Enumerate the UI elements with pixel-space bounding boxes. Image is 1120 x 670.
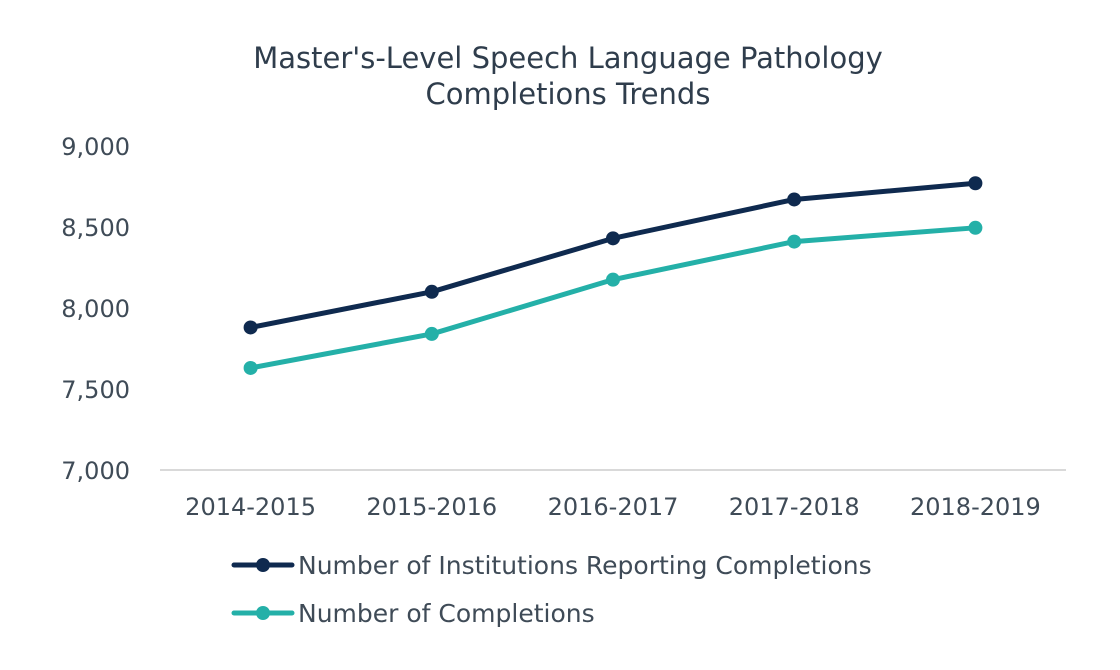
x-tick-label: 2018-2019 [910,493,1041,521]
chart-title-line-2: Completions Trends [426,77,711,111]
data-point [787,234,802,249]
series-line-2 [248,225,978,371]
y-tick-label: 8,000 [61,295,130,323]
plot-area: 7,000 7,500 8,000 8,500 9,000 2014-2015 2015-2… [61,133,1066,521]
data-point [968,220,983,235]
y-tick-label: 8,500 [61,214,130,242]
data-point [968,176,983,191]
x-tick-label: 2016-2017 [548,493,679,521]
legend: Number of Institutions Reporting Complet… [231,551,872,628]
y-tick-label: 9,000 [61,133,130,161]
legend-marker-2 [256,606,270,620]
data-point [243,320,258,335]
data-point [243,360,258,375]
data-point [424,326,439,341]
data-point [606,231,620,246]
x-tick-label: 2017-2018 [729,493,860,521]
data-point [787,192,802,207]
x-tick-label: 2015-2016 [366,493,497,521]
data-point [424,284,439,299]
legend-label-1: Number of Institutions Reporting Complet… [298,551,872,580]
legend-marker-1 [256,558,270,572]
y-tick-label: 7,000 [61,457,130,485]
x-tick-label: 2014-2015 [185,493,316,521]
chart-title-line-1: Master's-Level Speech Language Pathology [253,41,883,75]
series-line-1 [248,180,978,330]
data-point [606,272,620,287]
y-tick-label: 7,500 [61,376,130,404]
legend-label-2: Number of Completions [298,599,595,628]
